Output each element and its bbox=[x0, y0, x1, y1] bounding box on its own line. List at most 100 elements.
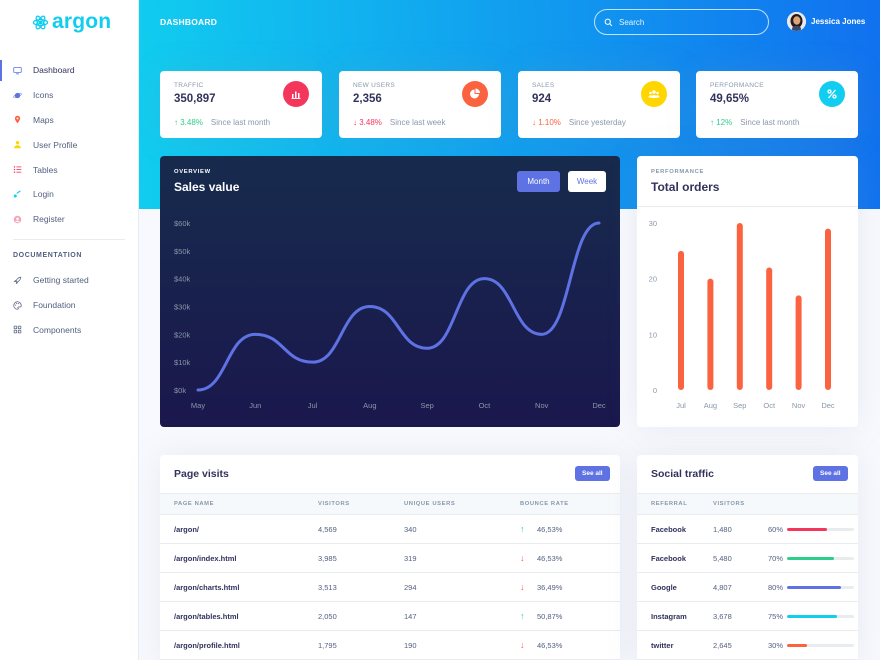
cell-page-name: /argon/index.html bbox=[174, 554, 237, 563]
page-visits-title: Page visits bbox=[174, 468, 229, 480]
th-visitors[interactable]: VISITORS bbox=[318, 501, 350, 507]
sidebar: argon Dashboard Icons Maps User Profile Tabl… bbox=[0, 0, 139, 660]
stat-since: Since last month bbox=[740, 118, 800, 127]
page-visits-table-body: /argon/ 4,569 340 ↑ 46,53% /argon/index.… bbox=[160, 515, 620, 660]
th-visitors[interactable]: VISITORS bbox=[713, 501, 745, 507]
stat-card-new-users: NEW USERS 2,356 ↓ 3.48% Since last week bbox=[339, 71, 501, 138]
stat-change: ↑ 3.48% bbox=[174, 118, 203, 127]
th-bounce-rate[interactable]: BOUNCE RATE bbox=[520, 501, 569, 507]
cell-page-name: /argon/profile.html bbox=[174, 641, 240, 650]
y-tick-label: $40k bbox=[174, 275, 191, 284]
y-tick-label: $50k bbox=[174, 247, 191, 256]
arrow-up-icon: ↑ bbox=[520, 524, 525, 534]
brand-logo[interactable]: argon bbox=[32, 10, 111, 34]
y-tick-label: $30k bbox=[174, 303, 191, 312]
y-tick-label: $20k bbox=[174, 330, 191, 339]
cell-bounce-rate: 36,49% bbox=[537, 583, 563, 592]
table-row[interactable]: Facebook 5,480 70% bbox=[637, 544, 858, 573]
progress-fill bbox=[787, 615, 838, 618]
x-tick-label: Nov bbox=[535, 401, 549, 410]
sidebar-nav: Dashboard Icons Maps User Profile Tables Logi… bbox=[0, 58, 139, 232]
sidebar-item-maps[interactable]: Maps bbox=[0, 108, 139, 133]
orders-bar[interactable] bbox=[736, 223, 743, 390]
table-row[interactable]: /argon/profile.html 1,795 190 ↓ 46,53% bbox=[160, 631, 620, 660]
y-tick-label: 20 bbox=[649, 275, 657, 284]
x-tick-label: Sep bbox=[733, 401, 746, 410]
page-visits-see-all-button[interactable]: See all bbox=[575, 466, 610, 481]
key-icon bbox=[13, 190, 22, 199]
stat-title: TRAFFIC bbox=[174, 82, 204, 89]
orders-subtitle: PERFORMANCE bbox=[651, 169, 705, 175]
sidebar-doc-item-getting-started[interactable]: Getting started bbox=[0, 268, 139, 293]
orders-bar[interactable] bbox=[678, 250, 684, 390]
percent-icon bbox=[819, 81, 845, 107]
cell-visitors: 4,807 bbox=[713, 583, 732, 592]
user-name: Jessica Jones bbox=[811, 17, 866, 26]
sidebar-item-label: Icons bbox=[33, 90, 54, 101]
month-button[interactable]: Month bbox=[517, 171, 560, 192]
sidebar-item-login[interactable]: Login bbox=[0, 182, 139, 207]
table-row[interactable]: Google 4,807 80% bbox=[637, 573, 858, 602]
stat-card-sales: SALES 924 ↓ 1.10% Since yesterday bbox=[518, 71, 680, 138]
cell-visitors: 4,569 bbox=[318, 525, 337, 534]
table-row[interactable]: twitter 2,645 30% bbox=[637, 631, 858, 660]
stat-title: SALES bbox=[532, 82, 555, 89]
search-input[interactable] bbox=[619, 17, 759, 27]
social-traffic-see-all-button[interactable]: See all bbox=[813, 466, 848, 481]
react-logo-icon bbox=[32, 15, 49, 29]
sidebar-item-user-profile[interactable]: User Profile bbox=[0, 132, 139, 157]
cell-referral: Facebook bbox=[651, 525, 687, 534]
progress-bar bbox=[787, 644, 854, 647]
planet-icon bbox=[13, 91, 22, 100]
table-row[interactable]: /argon/ 4,569 340 ↑ 46,53% bbox=[160, 515, 620, 544]
orders-bar[interactable] bbox=[825, 228, 831, 390]
sidebar-item-dashboard[interactable]: Dashboard bbox=[0, 58, 139, 83]
table-row[interactable]: Facebook 1,480 60% bbox=[637, 515, 858, 544]
stat-title: PERFORMANCE bbox=[710, 82, 764, 89]
th-referral[interactable]: REFERRAL bbox=[651, 501, 688, 507]
cell-visitors: 5,480 bbox=[713, 554, 732, 563]
table-row[interactable]: Instagram 3,678 75% bbox=[637, 602, 858, 631]
sidebar-doc-item-components[interactable]: Components bbox=[0, 318, 139, 343]
th-page-name[interactable]: PAGE NAME bbox=[174, 501, 215, 507]
stat-card-performance: PERFORMANCE 49,65% ↑ 12% Since last mont… bbox=[696, 71, 858, 138]
arrow-down-icon: ↓ bbox=[353, 118, 357, 127]
orders-bar[interactable] bbox=[707, 278, 714, 390]
stat-change-value: 3.48% bbox=[180, 118, 203, 127]
page-title[interactable]: DASHBOARD bbox=[160, 17, 218, 27]
x-tick-label: Jul bbox=[676, 401, 686, 410]
search-box[interactable] bbox=[594, 9, 769, 35]
list-icon bbox=[13, 165, 22, 174]
sidebar-doc-item-foundation[interactable]: Foundation bbox=[0, 293, 139, 318]
orders-bar[interactable] bbox=[795, 295, 802, 390]
cell-percent: 70% bbox=[768, 554, 784, 563]
x-tick-label: May bbox=[191, 401, 205, 410]
cell-percent: 75% bbox=[768, 612, 784, 621]
sidebar-item-tables[interactable]: Tables bbox=[0, 157, 139, 182]
circle-user-icon bbox=[13, 215, 22, 224]
table-row[interactable]: /argon/tables.html 2,050 147 ↑ 50,87% bbox=[160, 602, 620, 631]
sidebar-item-label: Tables bbox=[33, 164, 58, 175]
sidebar-item-label: Register bbox=[33, 214, 65, 225]
cell-visitors: 1,795 bbox=[318, 641, 337, 650]
orders-bar[interactable] bbox=[766, 267, 773, 390]
cell-bounce-rate: 46,53% bbox=[537, 554, 563, 563]
total-orders-card: PERFORMANCE Total orders 0 10 20 30 Jul Aug Se… bbox=[637, 156, 858, 427]
arrow-up-icon: ↑ bbox=[520, 611, 525, 621]
stat-since: Since last month bbox=[210, 118, 271, 127]
sales-title: Sales value bbox=[174, 180, 240, 194]
sidebar-item-icons[interactable]: Icons bbox=[0, 83, 139, 108]
progress-bar bbox=[787, 528, 854, 531]
week-button[interactable]: Week bbox=[568, 171, 606, 192]
cell-unique-users: 294 bbox=[404, 583, 417, 592]
sidebar-item-register[interactable]: Register bbox=[0, 207, 139, 232]
cell-percent: 80% bbox=[768, 583, 784, 592]
sales-line[interactable] bbox=[196, 221, 601, 392]
stat-since: Since last week bbox=[389, 118, 446, 127]
table-row[interactable]: /argon/index.html 3,985 319 ↓ 46,53% bbox=[160, 544, 620, 573]
page-visits-table-head: PAGE NAME VISITORS UNIQUE USERS BOUNCE R… bbox=[160, 493, 620, 515]
th-unique-users[interactable]: UNIQUE USERS bbox=[404, 501, 456, 507]
table-row[interactable]: /argon/charts.html 3,513 294 ↓ 36,49% bbox=[160, 573, 620, 602]
stat-change-value: 12% bbox=[716, 118, 733, 127]
user-menu[interactable]: Jessica Jones bbox=[787, 12, 865, 31]
